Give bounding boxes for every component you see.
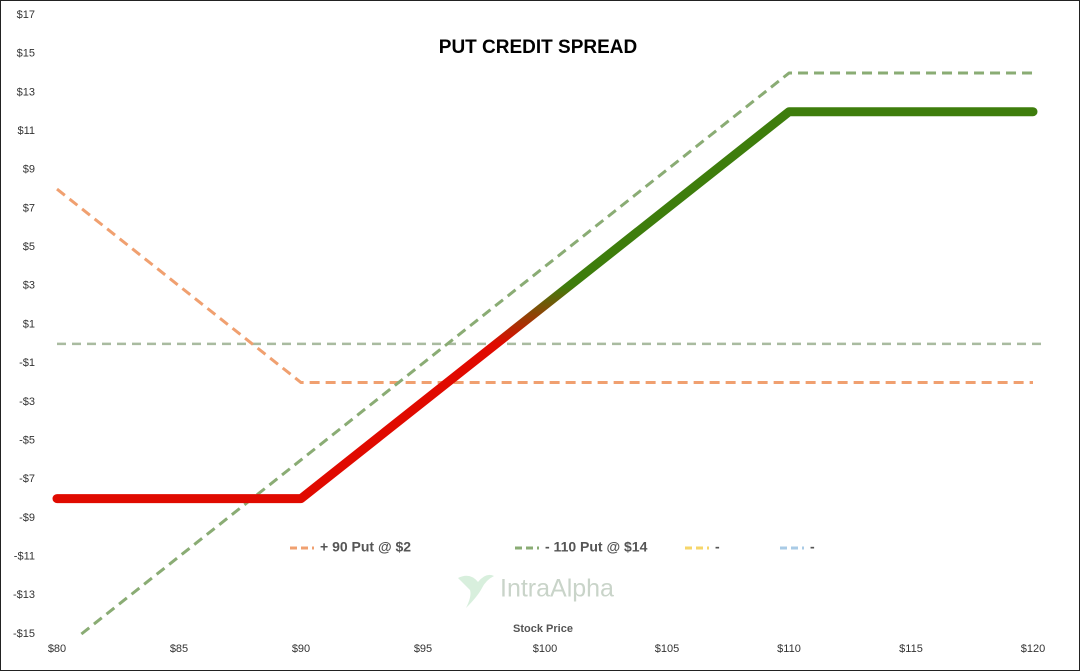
legend-label: - 110 Put @ $14 — [545, 539, 648, 555]
y-tick-label: $13 — [17, 86, 35, 98]
series-line — [56, 187, 1033, 385]
y-tick-label: -$3 — [19, 396, 35, 408]
y-tick-label: $11 — [17, 125, 35, 137]
x-tick-label: $90 — [292, 643, 310, 655]
y-tick-label: $7 — [23, 202, 35, 214]
legend-label: - — [810, 539, 815, 555]
y-tick-label: -$13 — [13, 589, 35, 601]
x-tick-label: $80 — [48, 643, 66, 655]
x-tick-label: $95 — [414, 643, 432, 655]
watermark: IntraAlpha — [500, 575, 614, 603]
y-tick-label: -$15 — [13, 628, 35, 640]
x-tick-label: $85 — [170, 643, 188, 655]
y-tick-label: -$7 — [19, 473, 35, 485]
y-tick-label: $9 — [23, 164, 35, 176]
net-line — [52, 107, 1038, 504]
y-tick-label: $17 — [17, 9, 35, 21]
x-tick-label: $100 — [533, 643, 557, 655]
y-tick-label: -$5 — [19, 434, 35, 446]
legend-label: - — [715, 539, 720, 555]
y-tick-label: -$9 — [19, 512, 35, 524]
chart-title: PUT CREDIT SPREAD — [439, 37, 637, 58]
plot-area — [52, 71, 1038, 636]
legend-label: + 90 Put @ $2 — [320, 539, 411, 555]
x-tick-label: $110 — [777, 643, 801, 655]
y-tick-label: $1 — [23, 318, 35, 330]
x-tick-label: $105 — [655, 643, 679, 655]
series-line — [80, 71, 1033, 636]
watermark-icon — [458, 574, 494, 608]
x-tick-label: $120 — [1021, 643, 1045, 655]
x-tick-label: $115 — [899, 643, 923, 655]
y-tick-label: $15 — [17, 48, 35, 60]
x-axis-label: Stock Price — [513, 623, 573, 635]
y-tick-label: $5 — [23, 241, 35, 253]
y-tick-label: $3 — [23, 280, 35, 292]
y-tick-label: -$11 — [14, 551, 35, 563]
y-tick-label: -$1 — [19, 357, 35, 369]
